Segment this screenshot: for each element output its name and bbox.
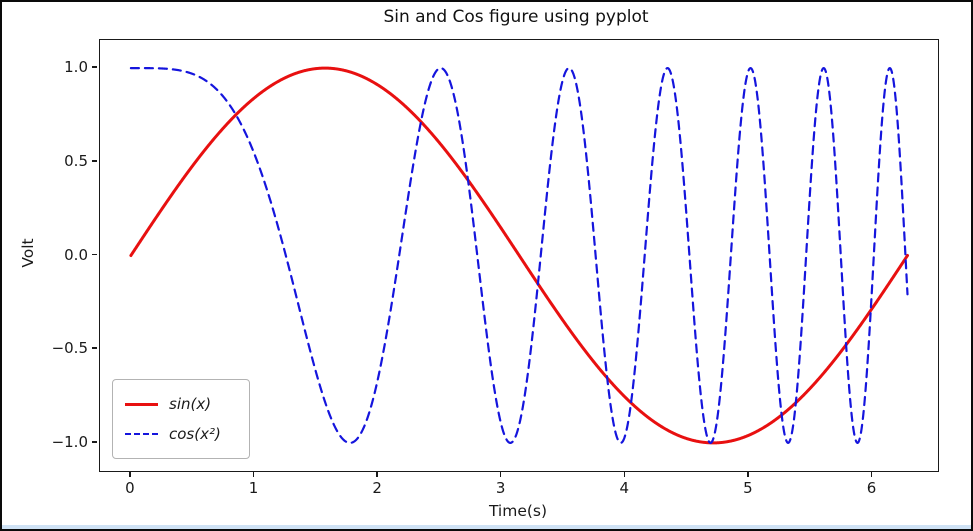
x-axis-label: Time(s) xyxy=(488,502,548,520)
series-curve-0 xyxy=(129,66,909,445)
window-edge-strip xyxy=(2,525,971,529)
x-tick-mark xyxy=(252,472,255,477)
x-tick-label: 3 xyxy=(495,479,506,497)
legend-label: sin(x) xyxy=(169,395,212,413)
legend-entry: cos(x²) xyxy=(125,419,237,449)
x-tick-label: 4 xyxy=(619,479,630,497)
x-tick-label: 0 xyxy=(125,479,135,497)
legend-label: cos(x²) xyxy=(169,425,221,443)
y-tick-mark xyxy=(92,347,97,349)
legend-line-sample xyxy=(125,402,158,406)
x-tick-label: 5 xyxy=(743,479,753,497)
plot-canvas xyxy=(129,66,909,445)
x-tick-mark xyxy=(499,472,502,477)
x-tick-mark xyxy=(376,472,378,477)
legend: sin(x) cos(x²) xyxy=(112,379,250,459)
y-tick-mark xyxy=(92,66,97,68)
legend-line-sample xyxy=(125,433,158,435)
y-axis-label: Volt xyxy=(19,238,37,268)
x-tick-label: 6 xyxy=(866,479,877,497)
chart-title: Sin and Cos figure using pyplot xyxy=(383,7,649,27)
x-tick-mark xyxy=(129,472,131,477)
x-tick-mark xyxy=(623,472,626,477)
y-tick-label: 0.5 xyxy=(64,151,88,170)
y-tick-label: −0.5 xyxy=(51,339,88,358)
x-tick-mark xyxy=(870,472,873,477)
x-tick-label: 1 xyxy=(248,479,259,497)
legend-entry: sin(x) xyxy=(125,389,237,419)
x-tick-label: 2 xyxy=(372,479,382,497)
y-tick-label: −1.0 xyxy=(51,432,88,451)
y-tick-mark xyxy=(92,160,97,162)
series-curve-1 xyxy=(129,67,909,444)
x-tick-mark xyxy=(747,472,749,477)
y-tick-mark xyxy=(92,441,97,443)
y-tick-label: 1.0 xyxy=(64,58,88,77)
y-tick-mark xyxy=(92,253,97,256)
y-tick-label: 0.0 xyxy=(64,245,88,264)
